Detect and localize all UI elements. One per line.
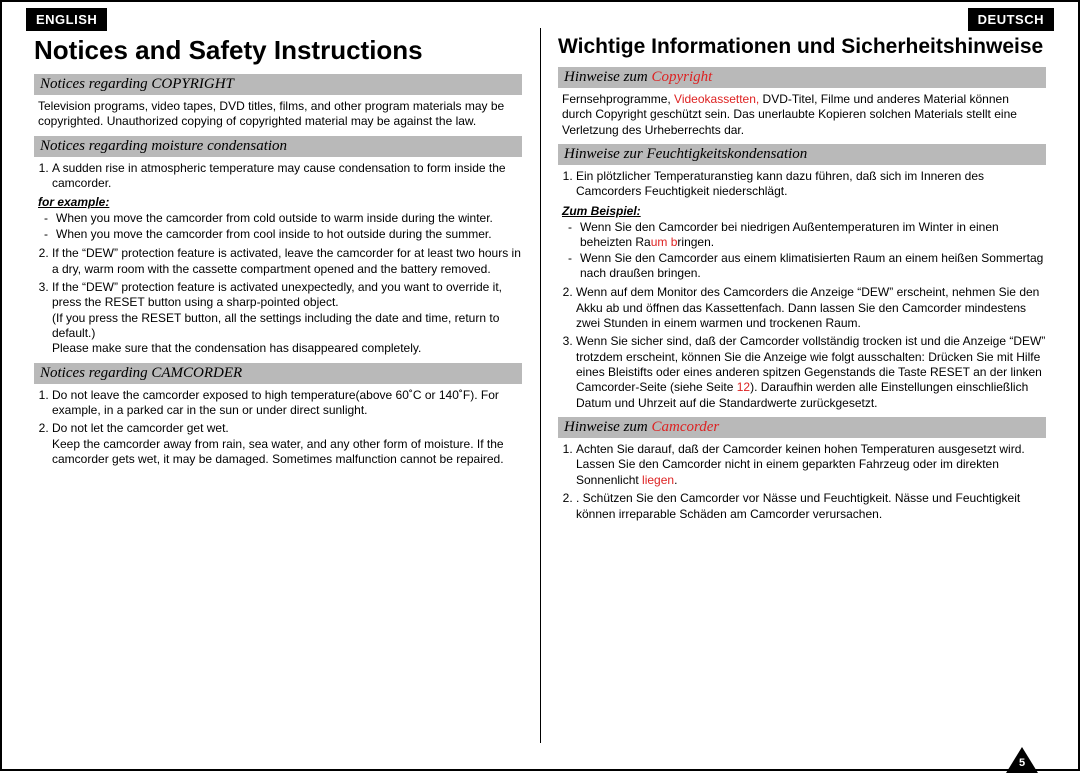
left-column: ENGLISH Notices and Safety Instructions …: [2, 2, 540, 769]
example-subhead-de: Zum Beispiel:: [562, 204, 1046, 218]
language-tag-english: ENGLISH: [26, 8, 107, 31]
section-head-moisture-de: Hinweise zur Feuchtigkeitskondensation: [558, 144, 1046, 165]
page-number: 5: [1016, 757, 1028, 769]
right-title: Wichtige Informationen und Sicherheitshi…: [558, 35, 1046, 59]
section-head-camcorder-de: Hinweise zum Camcorder: [558, 417, 1046, 438]
camcorder-de-item-2: . Schützen Sie den Camcorder vor Nässe u…: [576, 491, 1046, 522]
copyright-body-de: Fernsehprogramme, Videokassetten, DVD-Ti…: [562, 92, 1042, 138]
camcorder-list: Do not leave the camcorder exposed to hi…: [34, 388, 522, 468]
language-tag-deutsch: DEUTSCH: [968, 8, 1054, 31]
camcorder-item-1: Do not leave the camcorder exposed to hi…: [52, 388, 522, 419]
example-de-d2: Wenn Sie den Camcorder aus einem klimati…: [580, 251, 1046, 282]
example-dash-list-de: -Wenn Sie den Camcorder bei niedrigen Au…: [558, 220, 1046, 281]
example-dash-list: -When you move the camcorder from cold o…: [34, 211, 522, 242]
moisture-list-de-cont: Wenn auf dem Monitor des Camcorders die …: [558, 285, 1046, 411]
section-head-copyright: Notices regarding COPYRIGHT: [34, 74, 522, 95]
manual-page: ENGLISH Notices and Safety Instructions …: [0, 0, 1080, 771]
moisture-de-item-2: Wenn auf dem Monitor des Camcorders die …: [576, 285, 1046, 331]
moisture-list: A sudden rise in atmospheric temperature…: [34, 161, 522, 192]
camcorder-de-item-1: Achten Sie darauf, daß der Camcorder kei…: [576, 442, 1046, 488]
section-head-camcorder: Notices regarding CAMCORDER: [34, 363, 522, 384]
section-head-copyright-de: Hinweise zum Copyright: [558, 67, 1046, 88]
right-column: DEUTSCH Wichtige Informationen und Siche…: [540, 2, 1078, 769]
moisture-de-item-1: Ein plötzlicher Temperaturanstieg kann d…: [576, 169, 1046, 200]
camcorder-item-2: Do not let the camcorder get wet. Keep t…: [52, 421, 522, 467]
moisture-item-1: A sudden rise in atmospheric temperature…: [52, 161, 522, 192]
left-title: Notices and Safety Instructions: [34, 35, 522, 66]
moisture-item-2: If the “DEW” protection feature is activ…: [52, 246, 522, 277]
example-subhead: for example:: [38, 195, 522, 209]
copyright-body: Television programs, video tapes, DVD ti…: [38, 99, 518, 130]
moisture-de-item-3: Wenn Sie sicher sind, daß der Camcorder …: [576, 334, 1046, 411]
moisture-list-cont: If the “DEW” protection feature is activ…: [34, 246, 522, 357]
moisture-item-3: If the “DEW” protection feature is activ…: [52, 280, 522, 357]
example-d2: When you move the camcorder from cool in…: [56, 227, 492, 242]
camcorder-list-de: Achten Sie darauf, daß der Camcorder kei…: [558, 442, 1046, 522]
moisture-list-de: Ein plötzlicher Temperaturanstieg kann d…: [558, 169, 1046, 200]
section-head-moisture: Notices regarding moisture condensation: [34, 136, 522, 157]
example-de-d1: Wenn Sie den Camcorder bei niedrigen Auß…: [580, 220, 1046, 251]
example-d1: When you move the camcorder from cold ou…: [56, 211, 493, 226]
